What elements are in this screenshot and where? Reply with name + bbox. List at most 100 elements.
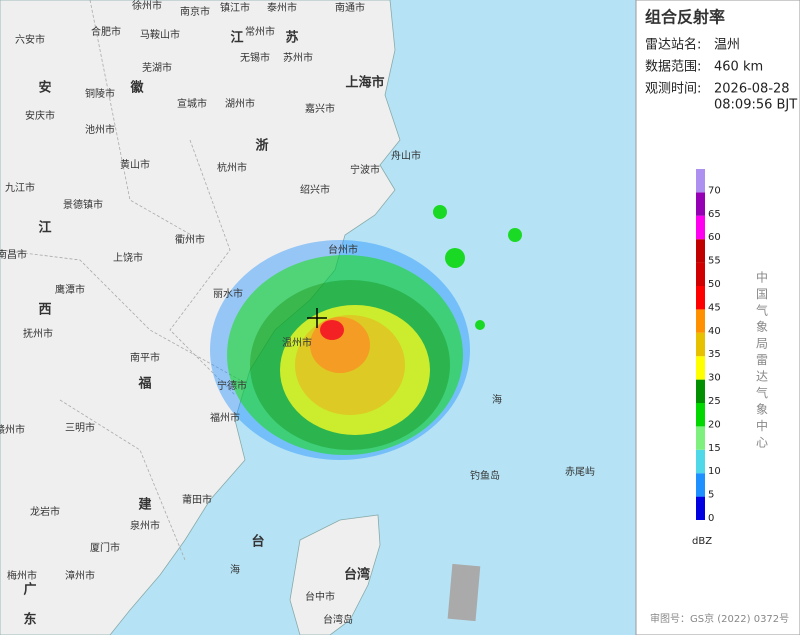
agency-char: 中	[756, 418, 768, 433]
map-label: 抚州市	[23, 327, 53, 340]
radar-station	[307, 308, 327, 328]
map-label: 江	[38, 220, 51, 236]
panel-title: 组合反射率	[645, 8, 725, 27]
station: 温州	[714, 38, 740, 53]
station-label: 雷达站名:	[645, 37, 701, 53]
map-label: 南昌市	[0, 248, 27, 261]
map-label: 池州市	[85, 123, 115, 136]
map-label: 厦门市	[90, 541, 120, 554]
legend-block	[696, 496, 705, 520]
map-label: 广	[23, 582, 36, 598]
map-label: 福州市	[210, 411, 240, 424]
map-label: 海	[230, 563, 240, 576]
map-label: 江	[230, 30, 243, 46]
legend-tick-label: 25	[708, 396, 721, 407]
map-label: 台湾岛	[323, 613, 353, 626]
map-label: 钓鱼岛	[470, 469, 500, 482]
map-label: 铜陵市	[85, 87, 115, 100]
map-label: 无锡市	[240, 51, 270, 64]
map-label: 西	[38, 303, 51, 318]
legend-block	[696, 403, 705, 427]
map-label: 安庆市	[25, 109, 55, 122]
map-label: 泰州市	[267, 1, 297, 14]
legend-block	[696, 169, 705, 193]
info-panel	[635, 0, 800, 635]
legend-block	[696, 262, 705, 286]
map-label: 赣州市	[0, 423, 25, 436]
radar-echo	[210, 205, 522, 460]
legend-block	[696, 473, 705, 497]
map-label: 衢州市	[175, 233, 205, 246]
legend-block	[696, 449, 705, 474]
map-label: 安	[38, 80, 51, 96]
map-label: 苏州市	[283, 51, 313, 64]
legend-block	[696, 332, 705, 357]
legend-tick-label: 60	[708, 232, 721, 243]
legend-block	[696, 215, 705, 240]
agency-char: 国	[756, 287, 768, 301]
agency-char: 气	[756, 303, 768, 318]
legend-tick-label: 10	[708, 466, 721, 477]
map-label: 黄山市	[120, 158, 150, 171]
legend-tick-label: 30	[708, 373, 721, 384]
map-label: 宁波市	[350, 163, 380, 176]
agency-char: 中	[756, 270, 768, 285]
map-label: 东	[23, 612, 36, 628]
map-label: 南平市	[130, 351, 160, 364]
map-label: 合肥市	[91, 25, 121, 38]
legend-tick-label: 0	[708, 513, 714, 524]
map-label: 海	[492, 393, 502, 406]
legend-tick-label: 5	[708, 490, 714, 501]
map-label: 丽水市	[213, 287, 243, 300]
time: 08:09:56 BJT	[714, 98, 797, 113]
agency-char: 气	[756, 385, 768, 400]
legend-block	[696, 426, 705, 450]
map-label: 景德镇市	[63, 198, 103, 211]
agency-char: 象	[756, 403, 768, 417]
agency-char: 象	[756, 320, 768, 334]
map-label: 九江市	[5, 181, 35, 194]
map-label: 舟山市	[391, 149, 421, 162]
agency-char: 雷	[756, 353, 768, 367]
map-label: 南通市	[335, 1, 365, 14]
legend-tick-label: 40	[708, 326, 721, 337]
map-label: 芜湖市	[142, 61, 172, 74]
legend-tick-label: 35	[708, 349, 721, 360]
map-label: 台	[251, 534, 264, 550]
agency-char: 心	[756, 436, 768, 450]
range: 460 km	[714, 60, 763, 75]
legend-block	[696, 286, 705, 310]
date: 2026-08-28	[714, 82, 790, 97]
agency-char: 局	[756, 337, 768, 351]
map-label: 台州市	[328, 243, 358, 256]
legend-block	[696, 379, 705, 403]
map-label: 建	[138, 497, 151, 513]
map-label: 温州市	[282, 336, 312, 349]
legend-block	[696, 192, 705, 216]
map-label: 绍兴市	[300, 183, 330, 196]
data-gap	[447, 563, 481, 622]
map-label: 上饶市	[113, 251, 143, 264]
map-label: 常州市	[245, 25, 275, 38]
legend-unit: dBZ	[692, 536, 712, 547]
map-label: 徐州市	[132, 0, 162, 12]
map-label: 嘉兴市	[305, 102, 335, 115]
map-label: 宣城市	[177, 97, 207, 110]
map-label: 杭州市	[217, 161, 247, 174]
legend-tick-label: 50	[708, 279, 721, 290]
map-label: 梅州市	[7, 569, 37, 582]
map-label: 福	[137, 376, 151, 392]
map-label: 苏	[285, 30, 298, 46]
range-label: 数据范围:	[645, 60, 701, 75]
map-label: 南京市	[180, 5, 210, 18]
map-label: 宁德市	[217, 379, 247, 392]
agency-char: 达	[756, 370, 768, 384]
taiwan-island	[289, 514, 381, 635]
legend-tick-label: 15	[708, 443, 721, 454]
map-label: 马鞍山市	[140, 28, 180, 41]
legend-tick-label: 20	[708, 419, 721, 430]
map-label: 泉州市	[130, 519, 160, 532]
